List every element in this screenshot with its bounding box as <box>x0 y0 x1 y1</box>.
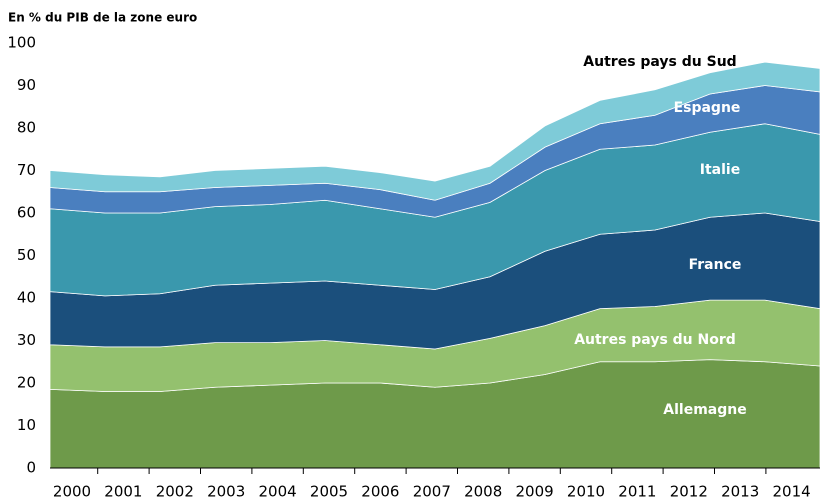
series-label: Italie <box>700 162 740 178</box>
y-tick-label: 80 <box>17 119 36 137</box>
area <box>49 61 821 201</box>
x-tick-label: 2011 <box>618 483 656 501</box>
x-tick-label: 2007 <box>413 483 451 501</box>
x-tick-label: 2010 <box>567 483 605 501</box>
y-tick-label: 60 <box>17 204 36 222</box>
series-label: Autres pays du Nord <box>574 332 736 348</box>
x-tick-label: 2006 <box>361 483 399 501</box>
x-tick-label: 2002 <box>156 483 194 501</box>
series-label: Allemagne <box>663 402 746 418</box>
y-tick-label: 10 <box>17 416 36 434</box>
y-tick-label: 0 <box>26 459 36 477</box>
y-tick-label: 50 <box>17 246 36 264</box>
x-tick-label: 2008 <box>464 483 502 501</box>
x-tick-label: 2014 <box>773 483 811 501</box>
x-tick-label: 2009 <box>516 483 554 501</box>
series-label: Autres pays du Sud <box>583 54 736 70</box>
x-tick-label: 2012 <box>670 483 708 501</box>
series-label: Espagne <box>674 100 741 116</box>
x-tick-label: 2001 <box>104 483 142 501</box>
x-tick-label: 2013 <box>721 483 759 501</box>
x-tick-label: 2000 <box>53 483 91 501</box>
chart-title: En % du PIB de la zone euro <box>8 11 197 25</box>
y-tick-label: 40 <box>17 289 36 307</box>
y-tick-label: 30 <box>17 331 36 349</box>
x-tick-label: 2004 <box>259 483 297 501</box>
x-tick-label: 2005 <box>310 483 348 501</box>
y-tick-label: 70 <box>17 161 36 179</box>
series-label: France <box>689 257 742 273</box>
x-tick-label: 2003 <box>207 483 245 501</box>
y-tick-label: 20 <box>17 374 36 392</box>
y-tick-label: 90 <box>17 76 36 94</box>
y-tick-label: 100 <box>7 34 36 52</box>
